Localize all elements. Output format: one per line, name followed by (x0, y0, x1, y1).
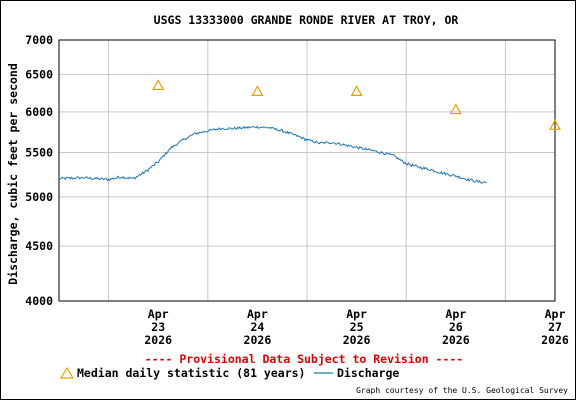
x-tick-label: 23 (151, 320, 165, 334)
chart-title: USGS 13333000 GRANDE RONDE RIVER AT TROY… (154, 13, 459, 27)
median-marker (449, 103, 462, 115)
grid-lines (59, 40, 555, 301)
y-tick-label: 5500 (25, 145, 53, 159)
x-tick-label: Apr (148, 307, 169, 321)
x-axis-ticks: Apr232026Apr242026Apr252026Apr262026Apr2… (144, 307, 569, 347)
median-marker (350, 85, 363, 96)
x-tick-label: 25 (350, 320, 364, 334)
x-tick-label: Apr (445, 307, 466, 321)
legend: Median daily statistic (81 years) Discha… (59, 366, 399, 380)
median-markers (152, 79, 562, 130)
y-tick-label: 4500 (25, 239, 53, 253)
usgs-credit: Graph courtesy of the U.S. Geological Su… (356, 386, 568, 395)
x-tick-label: Apr (545, 307, 566, 321)
x-tick-label: 26 (449, 320, 463, 334)
legend-discharge-label: Discharge (337, 366, 399, 380)
legend-median-label: Median daily statistic (81 years) (77, 366, 305, 380)
x-tick-label: 2026 (144, 333, 172, 347)
x-tick-label: 2026 (244, 333, 272, 347)
x-tick-label: 2026 (541, 333, 569, 347)
plot-area-border (58, 39, 556, 302)
discharge-series-line (58, 125, 487, 184)
median-marker (152, 79, 165, 91)
x-tick-label: 2026 (442, 333, 470, 347)
y-axis-ticks: 4000 4500 5000 5500 6000 6500 7000 (25, 33, 53, 308)
x-tick-label: 2026 (343, 333, 371, 347)
y-tick-label: 4000 (25, 294, 53, 308)
x-tick-label: Apr (247, 307, 268, 321)
y-tick-label: 6000 (25, 105, 53, 119)
y-tick-label: 5000 (25, 190, 53, 204)
y-axis-label: Discharge, cubic feet per second (6, 63, 20, 285)
x-tick-label: Apr (346, 307, 367, 321)
x-tick-label: 27 (548, 320, 562, 334)
y-tick-label: 6500 (25, 68, 53, 82)
median-marker (548, 119, 562, 130)
provisional-notice: ---- Provisional Data Subject to Revisio… (145, 352, 464, 366)
x-tick-label: 24 (250, 320, 264, 334)
legend-median-triangle-icon (59, 366, 75, 379)
y-tick-label: 7000 (25, 33, 53, 47)
median-marker (251, 85, 264, 96)
